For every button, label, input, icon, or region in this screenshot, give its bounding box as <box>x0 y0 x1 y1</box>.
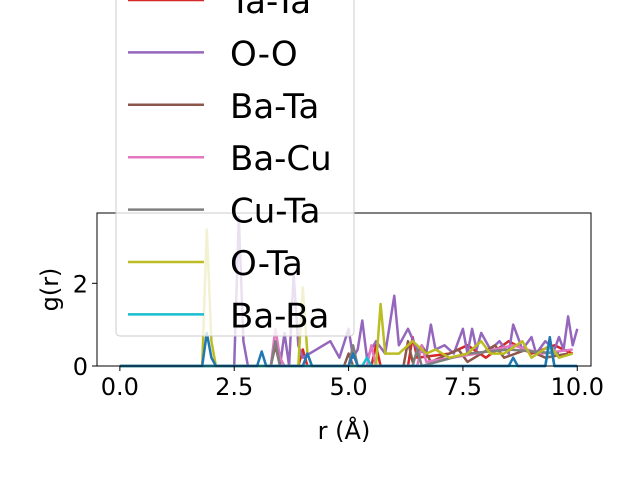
y-tick-label: 2 <box>73 270 88 298</box>
legend-label: O-O <box>230 34 298 74</box>
legend-label: Ba-Ta <box>230 87 319 127</box>
axes: 0.0 2.5 5.0 7.5 10.0 0 2 r (Å) g(r) <box>36 212 604 445</box>
legend-box <box>115 0 355 337</box>
x-axis-label: r (Å) <box>318 416 371 445</box>
legend: Ta-Ta O-O Ba-Ta Ba-Cu Cu-Ta O-Ta Ba-Ba <box>115 0 355 337</box>
x-tick-label: 2.5 <box>215 373 253 401</box>
legend-label: O-Ta <box>230 244 303 284</box>
legend-label: Ta-Ta <box>229 0 311 22</box>
legend-label: Cu-Ta <box>230 192 320 232</box>
legend-label: Ba-Cu <box>230 139 332 179</box>
x-tick-label: 5.0 <box>329 373 367 401</box>
x-tick-label: 7.5 <box>444 373 482 401</box>
y-axis-label: g(r) <box>36 268 64 312</box>
y-tick-label: 0 <box>73 353 88 381</box>
x-tick-label: 0.0 <box>101 373 139 401</box>
x-tick-label: 10.0 <box>551 373 604 401</box>
legend-label: Ba-Ba <box>230 296 329 336</box>
